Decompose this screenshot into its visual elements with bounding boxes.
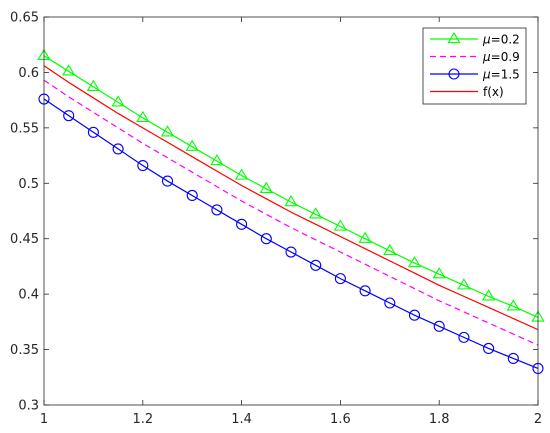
series-3-point: [137, 159, 149, 172]
series-1-point: [86, 79, 101, 91]
series-1-point: [333, 219, 348, 231]
series-1-point: [481, 289, 496, 301]
series-3-point: [359, 285, 371, 297]
series-4: [43, 65, 539, 331]
series-1-point: [111, 95, 125, 107]
series-layer: [37, 48, 545, 374]
legend-label: μ=0.9: [482, 50, 520, 64]
legend-label: μ=1.5: [482, 68, 520, 82]
series-4-line: [43, 65, 539, 331]
y-tick-label: 0.45: [10, 232, 39, 247]
series-1-point: [259, 181, 273, 193]
series-1-point: [383, 243, 397, 256]
x-tick-label: 1.6: [330, 412, 351, 427]
y-tick-label: 0.55: [10, 121, 39, 136]
legend-item-4: f(x): [430, 85, 504, 99]
y-tick-label: 0.4: [18, 288, 39, 303]
series-3-point: [507, 352, 519, 364]
series-3-point: [260, 233, 272, 245]
y-tick-label: 0.5: [18, 177, 39, 192]
series-1-point: [309, 207, 323, 219]
series-3-point: [483, 342, 495, 355]
series-1-point: [457, 278, 471, 290]
y-tick-label: 0.35: [10, 343, 39, 358]
series-3: [38, 93, 544, 374]
series-3-line: [43, 98, 539, 369]
series-1-point: [136, 110, 150, 123]
series-3-point: [186, 189, 198, 202]
series-2-line: [43, 79, 539, 346]
series-3-point: [285, 246, 297, 258]
legend-marker: [447, 31, 461, 44]
series-3-point: [458, 331, 470, 343]
series-3-point: [161, 175, 174, 187]
legend-marker: [448, 68, 460, 80]
series-3-point: [433, 320, 445, 332]
series-1-point: [210, 154, 224, 166]
legend: μ=0.2μ=0.9μ=1.5f(x): [422, 27, 527, 105]
legend-item-1: μ=0.2: [430, 31, 520, 47]
plot-frame: [43, 16, 539, 406]
series-2: [43, 79, 539, 346]
x-tick-label: 2: [534, 412, 542, 427]
legend-symbol: μ: [482, 33, 491, 47]
series-1-point: [284, 195, 298, 207]
legend-symbol: μ: [482, 50, 491, 64]
y-tick-label: 0.65: [10, 11, 39, 26]
series-3-point: [310, 259, 322, 271]
y-tick-label: 0.6: [18, 66, 39, 81]
series-1-point: [358, 231, 372, 243]
series-3-point: [87, 126, 99, 138]
x-tick-label: 1.2: [132, 412, 153, 427]
legend-value: =0.2: [491, 33, 520, 47]
series-1-point: [185, 139, 199, 151]
legend-value: =0.9: [491, 50, 520, 64]
legend-item-3: μ=1.5: [430, 68, 520, 82]
tick-layer: 1 1.2 1.4 1.6 1.8 2 0.3 0.35 0.4 0.45 0.5 0.55 0.6 0.…: [10, 11, 542, 428]
x-tick-label: 1.8: [429, 412, 450, 427]
series-1-line: [43, 55, 539, 318]
legend-value: =1.5: [491, 68, 520, 82]
series-3-point: [408, 309, 421, 321]
series-1-point: [432, 267, 446, 279]
series-3-point: [384, 297, 396, 309]
y-tick-label: 0.3: [18, 399, 39, 414]
legend-item-2: μ=0.9: [430, 50, 520, 64]
series-1-point: [506, 299, 520, 311]
series-1-point: [407, 256, 422, 268]
x-tick-label: 1.4: [231, 412, 252, 427]
series-1-point: [160, 125, 175, 137]
series-3-point: [112, 143, 124, 155]
series-3-point: [211, 204, 223, 216]
series-1-point: [234, 168, 249, 180]
series-1-point: [62, 64, 76, 76]
x-tick-label: 1: [40, 412, 48, 427]
legend-value: f(x): [483, 85, 504, 99]
legend-label: μ=0.2: [482, 33, 520, 47]
series-3-point: [334, 273, 346, 285]
legend-label: f(x): [483, 85, 504, 99]
legend-symbol: μ: [482, 68, 491, 82]
series-3-point: [236, 218, 248, 230]
series-3-point: [63, 110, 75, 122]
